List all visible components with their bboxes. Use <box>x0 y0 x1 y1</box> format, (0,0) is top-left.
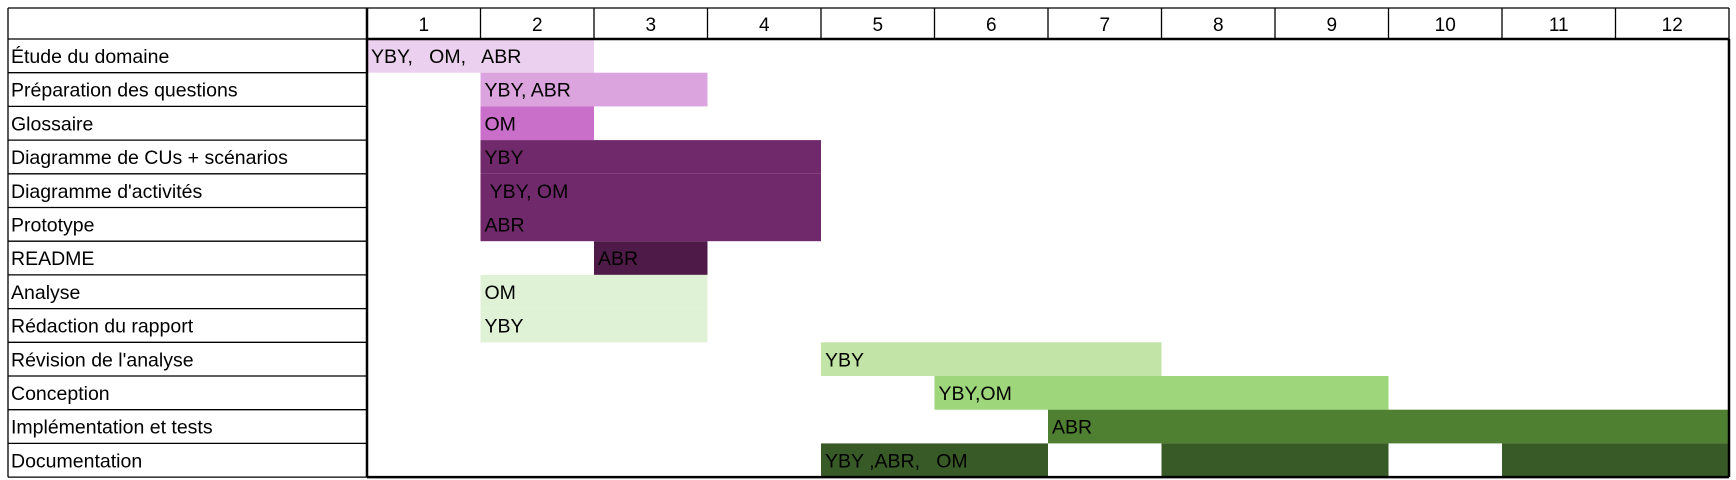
column-tick-label: 2 <box>532 15 543 36</box>
task-name-label: Rédaction du rapport <box>11 316 194 338</box>
bar-assignee-label: OM <box>485 282 516 304</box>
column-tick-label: 6 <box>986 15 997 36</box>
task-name-label: Diagramme de CUs + scénarios <box>11 147 288 169</box>
bar-assignee-label: YBY, ABR <box>485 80 571 102</box>
task-name-label: README <box>11 248 94 270</box>
gantt-bar <box>934 376 1389 410</box>
gantt-bar <box>480 308 708 343</box>
gantt-bar <box>1502 443 1729 478</box>
bar-assignee-label: ABR <box>1052 417 1092 439</box>
bar-assignee-label: ABR <box>598 248 638 270</box>
bar-assignee-label: YBY, OM, ABR <box>371 46 521 68</box>
column-tick-label: 4 <box>759 15 770 36</box>
column-tick-label: 12 <box>1662 15 1683 36</box>
task-name-label: Prototype <box>11 215 94 237</box>
column-tick-label: 9 <box>1326 15 1337 36</box>
task-name-label: Implémentation et tests <box>11 417 213 439</box>
column-tick-label: 7 <box>1099 15 1110 36</box>
task-name-label: Documentation <box>11 450 142 472</box>
gantt-bar <box>480 72 708 107</box>
task-name-label: Étude du domaine <box>11 45 169 68</box>
gantt-bar <box>480 173 821 208</box>
column-tick-label: 5 <box>872 15 883 36</box>
gantt-bar <box>480 140 821 174</box>
task-name-label: Analyse <box>11 282 80 304</box>
column-tick-label: 10 <box>1435 15 1456 36</box>
column-tick-label: 11 <box>1549 15 1569 36</box>
column-tick-label: 3 <box>645 15 656 36</box>
task-name-label: Révision de l'analyse <box>11 349 194 371</box>
gantt-bar <box>821 342 1162 376</box>
column-tick-label: 8 <box>1213 15 1224 36</box>
task-name-label: Conception <box>11 383 110 405</box>
gantt-bar <box>367 39 594 73</box>
task-name-label: Diagramme d'activités <box>11 181 202 203</box>
bar-assignee-label: YBY <box>825 349 864 371</box>
task-name-label: Glossaire <box>11 113 93 135</box>
gantt-bar <box>594 241 708 275</box>
column-tick-label: 1 <box>418 15 429 36</box>
gantt-bar <box>480 274 708 309</box>
bar-assignee-label: ABR <box>485 215 525 237</box>
gantt-bar <box>480 106 594 141</box>
bar-assignee-label: OM <box>485 113 516 135</box>
bar-assignee-label: YBY ,ABR, OM <box>825 450 968 472</box>
gantt-bar <box>480 207 821 242</box>
bar-assignee-label: YBY,OM <box>939 383 1012 405</box>
task-name-label: Préparation des questions <box>11 80 238 102</box>
gantt-bar <box>821 443 1048 478</box>
gantt-bar <box>1161 443 1389 478</box>
bar-assignee-label: YBY, OM <box>485 181 569 203</box>
gantt-bar <box>1048 409 1729 444</box>
bar-assignee-label: YBY <box>485 316 524 338</box>
bar-assignee-label: YBY <box>485 147 524 169</box>
